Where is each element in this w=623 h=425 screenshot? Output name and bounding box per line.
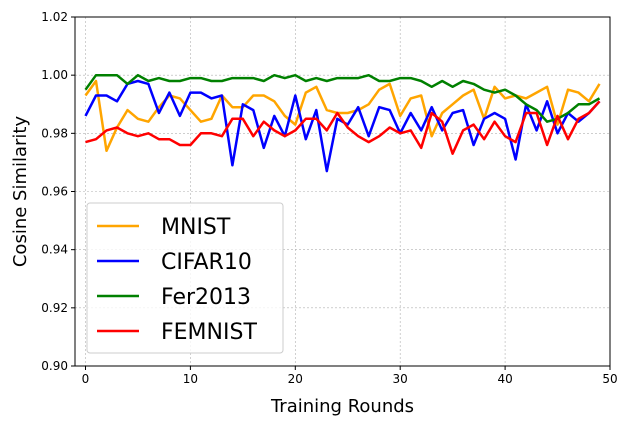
y-axis-label: Cosine Similarity (10, 116, 31, 268)
y-tick-label: 0.92 (41, 301, 68, 315)
series-line-femnist (85, 100, 601, 155)
series-lines (84, 73, 601, 173)
x-tick-label: 50 (602, 372, 617, 386)
x-tick-label: 30 (393, 372, 408, 386)
x-tick-label: 20 (288, 372, 303, 386)
y-tick-label: 1.02 (41, 10, 68, 24)
series-line-fer2013 (84, 73, 601, 123)
legend-label: CIFAR10 (161, 250, 252, 275)
legend-box (86, 202, 284, 354)
x-tick-label: 40 (497, 372, 512, 386)
y-tick-label: 0.98 (41, 126, 68, 140)
x-tick-label: 10 (183, 372, 198, 386)
legend-label: Fer2013 (161, 285, 251, 310)
legend-label: FEMNIST (161, 320, 257, 345)
axis-ticks: 0 10 20 30 40 50 0.90 0.92 0.94 0.96 0.98 1.00 1.02 (41, 10, 617, 386)
x-tick-label: 0 (82, 372, 90, 386)
legend: MNIST CIFAR10 Fer2013 FEMNIST (86, 202, 284, 354)
x-axis-label: Training Rounds (270, 396, 414, 417)
y-tick-label: 0.96 (41, 185, 68, 199)
y-tick-label: 0.94 (41, 243, 68, 257)
y-tick-label: 0.90 (41, 359, 68, 373)
legend-label: MNIST (161, 215, 231, 240)
y-tick-label: 1.00 (41, 68, 68, 82)
